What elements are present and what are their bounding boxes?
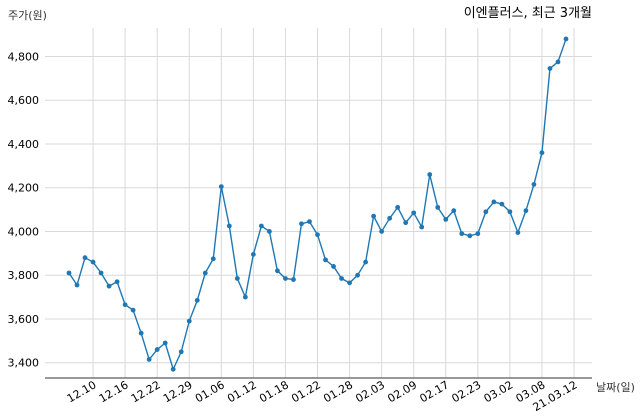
data-point <box>467 233 473 239</box>
data-point <box>162 340 168 346</box>
data-point <box>234 276 240 281</box>
data-point <box>347 280 352 286</box>
x-tick-label: 02.03 <box>353 378 387 405</box>
data-point <box>258 223 264 229</box>
data-point <box>523 208 529 214</box>
data-point <box>331 264 336 269</box>
data-point <box>267 229 272 234</box>
x-tick-label: 12.29 <box>161 378 195 405</box>
data-point <box>499 201 505 207</box>
x-tick-label: 02.23 <box>450 378 484 405</box>
x-tick-label: 01.18 <box>257 378 291 405</box>
x-tick-label: 01.06 <box>193 378 227 405</box>
data-point <box>459 231 465 237</box>
data-point <box>194 297 200 303</box>
data-point <box>98 270 104 276</box>
data-point <box>355 272 360 278</box>
data-point <box>563 36 569 42</box>
data-point <box>427 172 433 177</box>
y-tick-label: 3,800 <box>8 269 40 282</box>
series-layer <box>66 36 569 372</box>
data-point <box>419 224 425 230</box>
y-tick-label: 3,400 <box>8 357 40 370</box>
y-tick-label: 4,200 <box>8 182 40 195</box>
data-point <box>178 349 184 355</box>
data-point <box>339 276 344 281</box>
x-tick-label: 12.22 <box>129 378 163 405</box>
data-point <box>491 199 497 205</box>
data-point <box>170 366 176 372</box>
data-point <box>435 204 441 210</box>
data-point <box>283 276 288 281</box>
x-tick-labels: 12.1012.1612.2212.2901.0601.1201.1801.22… <box>65 378 580 414</box>
y-tick-labels: 3,400 3,600 3,800 4,000 4,200 4,400 4,600 4,800 <box>8 50 40 369</box>
data-point <box>186 318 192 324</box>
x-tick-label: 03.02 <box>482 378 516 405</box>
data-point <box>154 347 160 352</box>
data-point <box>90 259 96 265</box>
x-tick-label: 01.12 <box>225 378 259 405</box>
data-point <box>226 223 232 229</box>
data-point <box>74 282 80 288</box>
data-point <box>451 208 457 214</box>
y-tick-label: 3,600 <box>8 313 40 326</box>
data-point <box>379 229 385 234</box>
x-tick-label: 12.10 <box>65 378 99 405</box>
data-point <box>387 215 393 221</box>
data-point <box>146 357 152 362</box>
data-point <box>122 302 128 308</box>
data-point <box>299 221 304 227</box>
data-point <box>323 257 328 263</box>
x-axis-label: 날짜(일) <box>596 380 635 394</box>
data-point <box>515 230 521 235</box>
data-point <box>106 283 112 289</box>
x-tick-label: 01.22 <box>289 378 323 405</box>
data-point <box>531 182 537 187</box>
data-point <box>114 279 120 285</box>
data-point <box>218 184 224 189</box>
data-point <box>138 330 144 336</box>
data-point <box>507 209 513 215</box>
x-tick-label: 12.16 <box>97 378 131 405</box>
data-point <box>539 150 545 156</box>
data-point <box>315 232 320 238</box>
data-point <box>250 252 256 257</box>
data-point <box>395 204 401 210</box>
chart-title: 이엔플러스, 최근 3개월 <box>464 6 592 21</box>
data-point <box>275 268 280 274</box>
grid-layer <box>45 28 592 378</box>
y-tick-label: 4,400 <box>8 138 40 151</box>
x-tick-label: 02.09 <box>385 378 419 405</box>
data-point <box>130 307 136 313</box>
data-point <box>363 259 368 265</box>
data-point <box>291 277 296 282</box>
x-tick-label: 01.28 <box>321 378 355 405</box>
data-point <box>202 270 208 276</box>
data-point <box>475 231 481 237</box>
data-point <box>483 209 489 215</box>
data-point <box>555 59 561 65</box>
y-tick-label: 4,800 <box>8 50 40 63</box>
data-point <box>210 256 216 262</box>
data-point <box>403 220 409 226</box>
data-point <box>82 255 88 261</box>
data-point <box>371 213 377 219</box>
data-point <box>443 217 449 222</box>
y-tick-label: 4,600 <box>8 94 40 107</box>
data-point <box>411 210 417 216</box>
x-tick-label: 02.17 <box>417 378 451 405</box>
data-point <box>547 66 553 71</box>
y-tick-label: 4,000 <box>8 225 40 238</box>
data-point <box>242 294 248 300</box>
y-axis-label: 주가(원) <box>8 9 47 22</box>
data-point <box>307 219 312 224</box>
data-point <box>66 270 72 276</box>
